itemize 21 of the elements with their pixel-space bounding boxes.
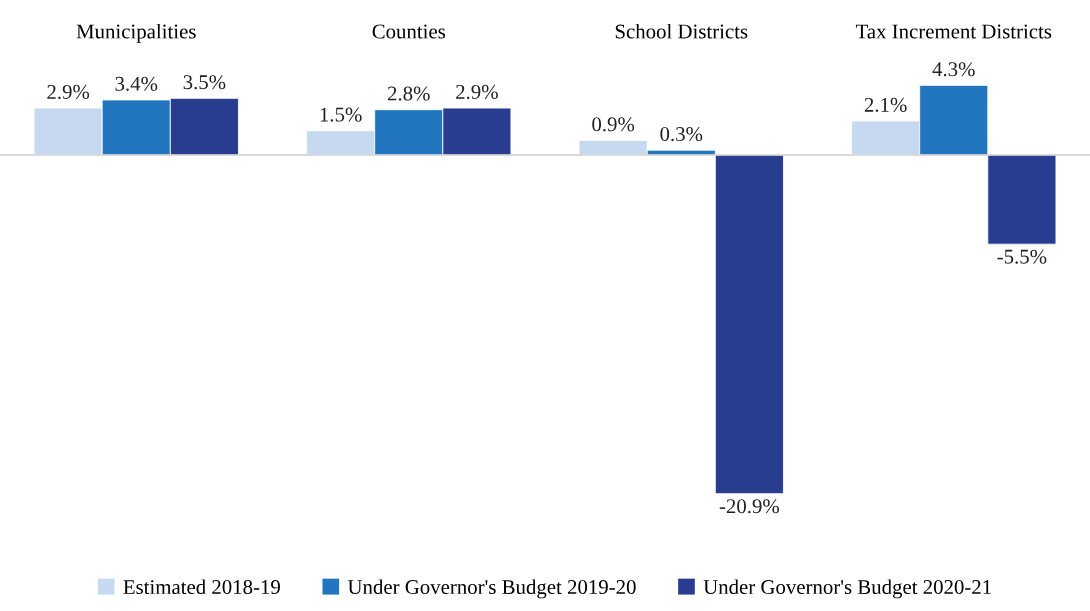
data-label: 2.9% — [47, 84, 90, 100]
x-tick-label: Counties — [372, 24, 446, 39]
data-label: 2.1% — [864, 97, 907, 112]
data-label: 1.5% — [320, 107, 362, 122]
x-tick-label: Municipalities — [76, 23, 196, 43]
data-label: -20.9% — [719, 499, 780, 514]
data-label: 4.3% — [932, 62, 975, 77]
data-label: 0.9% — [592, 117, 635, 132]
data-label: 3.5% — [183, 75, 226, 90]
legend-label: Under Governor's Budget 2020-21 — [703, 579, 991, 599]
legend-label: Estimated 2018-19 — [123, 579, 280, 595]
data-label: 0.3% — [660, 126, 703, 142]
data-label: -5.5% — [997, 249, 1047, 264]
data-label: 3.4% — [115, 76, 158, 91]
data-label: 2.9% — [456, 84, 498, 100]
data-label: 2.8% — [387, 86, 430, 101]
x-tick-label: Tax Increment Districts — [855, 24, 1052, 39]
bar — [714, 154, 784, 495]
legend-label: Under Governor's Budget 2019-20 — [347, 579, 636, 599]
x-tick-label: School Districts — [615, 23, 748, 39]
bar — [987, 154, 1057, 245]
